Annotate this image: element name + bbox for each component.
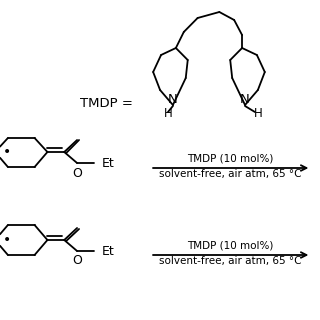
Text: H: H (253, 107, 262, 119)
Text: Et: Et (102, 156, 115, 170)
Text: Et: Et (102, 244, 115, 258)
Text: TMDP (10 mol%): TMDP (10 mol%) (187, 153, 273, 163)
Text: TMDP =: TMDP = (80, 97, 133, 109)
Text: N: N (168, 92, 178, 106)
Text: H: H (164, 107, 172, 119)
Text: O: O (72, 166, 82, 180)
Text: N: N (240, 92, 250, 106)
Text: •: • (3, 145, 11, 159)
Text: solvent-free, air atm, 65 °C: solvent-free, air atm, 65 °C (159, 169, 301, 179)
Text: •: • (3, 233, 11, 247)
Text: solvent-free, air atm, 65 °C: solvent-free, air atm, 65 °C (159, 256, 301, 266)
Text: O: O (72, 254, 82, 268)
Text: TMDP (10 mol%): TMDP (10 mol%) (187, 240, 273, 250)
